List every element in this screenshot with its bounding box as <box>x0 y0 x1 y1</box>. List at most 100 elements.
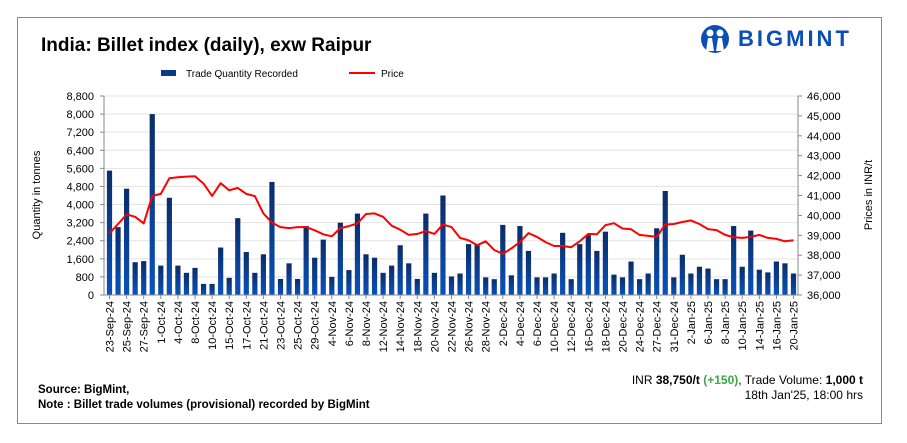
x-tick-label: 31-Dec-24 <box>669 301 681 352</box>
quantity-bar <box>525 250 532 295</box>
x-tick-label: 10-Jan-25 <box>737 301 749 351</box>
legend-bar-swatch <box>161 70 176 76</box>
quantity-bar <box>542 277 549 295</box>
quantity-bar <box>243 252 249 295</box>
quantity-bar <box>765 272 771 295</box>
quantity-bar <box>320 239 326 295</box>
x-tick-label: 26-Nov-24 <box>464 301 476 352</box>
chart-frame <box>17 17 882 424</box>
right-tick-label: 41,000 <box>807 191 841 203</box>
quantity-bar <box>175 265 181 295</box>
quantity-bar <box>158 265 164 295</box>
quantity-bar <box>508 275 514 295</box>
price-change: (+150) <box>703 373 739 387</box>
quantity-bar <box>713 279 720 295</box>
quantity-bar <box>312 257 318 295</box>
source-note: Source: BigMint, Note : Billet trade vol… <box>38 383 370 413</box>
quantity-bar <box>645 273 651 295</box>
quantity-bar <box>568 279 574 295</box>
x-tick-label: 12-Nov-24 <box>378 301 390 352</box>
quantity-bar <box>517 226 523 295</box>
quantity-bar <box>654 228 660 295</box>
quantity-bar <box>414 278 420 295</box>
x-tick-label: 4-Oct-24 <box>173 301 185 344</box>
legend-line-label: Price <box>381 69 404 80</box>
right-tick-label: 43,000 <box>807 151 841 163</box>
quantity-bar <box>448 276 455 295</box>
x-tick-label: 22-Nov-24 <box>447 301 459 352</box>
quantity-bar <box>260 254 266 295</box>
right-tick-label: 39,000 <box>807 230 841 242</box>
volume-label: , Trade Volume: <box>738 373 826 387</box>
quantity-bar <box>371 257 378 295</box>
quantity-bar <box>705 268 711 295</box>
quantity-bar <box>235 218 241 295</box>
logo-text: BIGMINT <box>738 26 852 51</box>
left-tick-label: 5,600 <box>66 163 94 175</box>
quantity-bar <box>346 270 352 295</box>
right-tick-label: 40,000 <box>807 210 841 222</box>
quantity-bar <box>551 273 557 295</box>
right-tick-label: 42,000 <box>807 171 841 183</box>
quantity-bar <box>602 231 608 295</box>
quantity-bar <box>431 272 437 295</box>
right-axis-title: Prices in INR/t <box>863 160 875 230</box>
note-text: Note : Billet trade volumes (provisional… <box>38 399 370 411</box>
quantity-bar <box>209 283 215 295</box>
left-tick-label: 2,400 <box>66 236 94 248</box>
left-tick-label: 6,400 <box>66 145 94 157</box>
quantity-bar <box>141 261 147 295</box>
x-tick-label: 14-Jan-25 <box>754 301 766 351</box>
quantity-bar <box>192 267 198 295</box>
x-tick-label: 20-Jan-25 <box>789 301 801 351</box>
quantity-bar <box>731 226 737 295</box>
timestamp: 18th Jan'25, 18:00 hrs <box>744 388 863 402</box>
x-tick-label: 24-Dec-24 <box>635 301 647 352</box>
quantity-bar <box>166 197 172 295</box>
x-tick-label: 12-Dec-24 <box>566 301 578 352</box>
right-tick-label: 44,000 <box>807 131 841 143</box>
right-tick-label: 38,000 <box>807 250 841 262</box>
right-tick-label: 36,000 <box>807 290 841 302</box>
quantity-bar <box>790 273 797 295</box>
x-tick-label: 1-Oct-24 <box>156 301 168 344</box>
quantity-bar <box>226 277 232 295</box>
quantity-bar <box>662 190 668 295</box>
x-tick-label: 2-Jan-25 <box>686 301 698 344</box>
bigmint-logo: BIGMINT <box>700 24 852 54</box>
quantity-bar <box>474 244 480 295</box>
quantity-bar <box>295 278 301 295</box>
quantity-bar <box>491 279 497 295</box>
x-tick-label: 23-Sep-24 <box>105 301 117 352</box>
quantity-bar <box>457 273 463 295</box>
x-tick-label: 4-Nov-24 <box>327 301 339 346</box>
quantity-bar <box>500 224 506 295</box>
quantity-bar <box>466 244 472 295</box>
quantity-bar <box>132 262 138 295</box>
x-tick-label: 25-Oct-24 <box>293 301 305 350</box>
quantity-bar <box>756 269 762 295</box>
x-tick-label: 20-Dec-24 <box>618 301 630 352</box>
quantity-bar <box>363 254 369 295</box>
quantity-bar <box>483 277 489 295</box>
x-tick-label: 8-Jan-25 <box>720 301 732 344</box>
quantity-bar <box>671 277 677 295</box>
quantity-bar <box>269 181 275 295</box>
left-axis-title: Quantity in tonnes <box>31 150 43 239</box>
quantity-bar <box>722 279 728 295</box>
legend-bar-label: Trade Quantity Recorded <box>186 69 298 80</box>
quantity-bar <box>619 277 626 295</box>
quantity-bar <box>628 261 634 295</box>
x-tick-label: 27-Dec-24 <box>652 301 664 352</box>
x-tick-label: 16-Dec-24 <box>583 301 595 352</box>
x-tick-label: 6-Dec-24 <box>532 301 544 346</box>
quantity-bar <box>303 226 309 295</box>
quantity-bar <box>748 230 754 295</box>
x-tick-label: 29-Oct-24 <box>310 301 322 350</box>
volume-value: 1,000 t <box>825 373 863 387</box>
x-tick-label: 2-Dec-24 <box>498 301 510 346</box>
quantity-bar <box>252 272 258 295</box>
quantity-bar <box>534 277 540 295</box>
left-tick-label: 4,000 <box>66 200 94 212</box>
